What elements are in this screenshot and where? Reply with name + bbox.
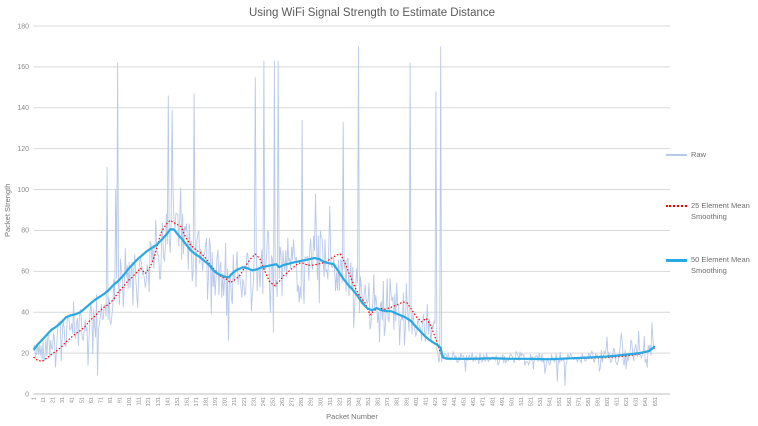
x-tick-label: 281 — [299, 397, 305, 406]
legend-item-raw: Raw — [666, 150, 706, 161]
x-tick-label: 21 — [51, 397, 57, 403]
x-tick-label: 211 — [232, 397, 238, 406]
x-tick-label: 91 — [118, 397, 124, 403]
x-tick-label: 41 — [70, 397, 76, 403]
raw-series-line — [33, 46, 656, 386]
x-tick-label: 651 — [653, 397, 659, 406]
y-tick-label: 20 — [21, 350, 29, 357]
x-tick-label: 291 — [309, 397, 315, 406]
x-axis-title: Packet Number — [326, 412, 378, 421]
y-tick-label: 140 — [17, 105, 29, 112]
legend-item-mean50: 50 Element Mean Smoothing — [666, 255, 750, 276]
x-tick-label: 101 — [127, 397, 133, 406]
x-tick-label: 481 — [490, 397, 496, 406]
x-tick-label: 471 — [481, 397, 487, 406]
x-tick-label: 611 — [615, 397, 621, 406]
x-tick-label: 161 — [184, 397, 190, 406]
x-tick-label: 11 — [41, 397, 47, 403]
x-tick-label: 451 — [462, 397, 468, 406]
x-tick-label: 461 — [471, 397, 477, 406]
x-tick-label: 381 — [395, 397, 401, 406]
raw-series-line-icon — [666, 154, 687, 156]
x-tick-label: 371 — [385, 397, 391, 406]
x-tick-label: 251 — [270, 397, 276, 406]
x-tick-label: 231 — [251, 397, 257, 406]
x-tick-label: 221 — [242, 397, 248, 406]
x-tick-label: 311 — [328, 397, 334, 406]
x-tick-label: 31 — [60, 397, 66, 403]
x-tick-label: 51 — [79, 397, 85, 403]
y-tick-label: 0 — [25, 391, 29, 398]
x-tick-label: 531 — [538, 397, 544, 406]
x-tick-label: 511 — [519, 397, 525, 406]
x-tick-label: 81 — [108, 397, 114, 403]
x-tick-label: 71 — [98, 397, 104, 403]
mean50-series-line — [32, 228, 656, 361]
x-tick-label: 641 — [643, 397, 649, 406]
x-tick-label: 551 — [557, 397, 563, 406]
x-tick-label: 561 — [567, 397, 573, 406]
y-tick-label: 120 — [17, 146, 29, 153]
x-tick-label: 351 — [366, 397, 372, 406]
y-tick-label: 80 — [21, 228, 29, 235]
y-axis-title: Packet Strength — [3, 183, 12, 237]
x-tick-label: 591 — [595, 397, 601, 406]
x-tick-label: 521 — [529, 397, 535, 406]
x-tick-label: 601 — [605, 397, 611, 406]
x-tick-label: 201 — [223, 397, 229, 406]
x-tick-label: 621 — [624, 397, 630, 406]
x-tick-label: 241 — [261, 397, 267, 406]
legend-label-mean25: 25 Element Mean Smoothing — [691, 201, 750, 221]
mean25-series-dotted-line-icon — [666, 205, 687, 207]
y-tick-label: 40 — [21, 310, 29, 317]
x-tick-label: 141 — [165, 397, 171, 406]
x-tick-label: 391 — [404, 397, 410, 406]
x-tick-label: 151 — [175, 397, 181, 406]
x-tick-label: 131 — [156, 397, 162, 406]
x-tick-label: 491 — [500, 397, 506, 406]
legend-label-mean50: 50 Element Mean Smoothing — [691, 255, 750, 275]
legend-label-raw: Raw — [691, 150, 707, 159]
x-tick-label: 321 — [337, 397, 343, 406]
x-tick-label: 171 — [194, 397, 200, 406]
x-tick-label: 421 — [433, 397, 439, 406]
x-tick-label: 111 — [137, 397, 143, 405]
x-tick-label: 121 — [146, 397, 152, 406]
x-tick-label: 261 — [280, 397, 286, 406]
x-tick-label: 411 — [423, 397, 429, 406]
x-tick-label: 431 — [443, 397, 449, 406]
legend-item-mean25: 25 Element Mean Smoothing — [666, 201, 750, 222]
x-tick-label: 501 — [509, 397, 515, 406]
x-tick-label: 341 — [356, 397, 362, 406]
x-tick-label: 1 — [32, 397, 38, 400]
x-tick-label: 401 — [414, 397, 420, 406]
y-tick-label: 100 — [17, 187, 29, 194]
mean50-series-line-icon — [666, 259, 687, 262]
x-tick-label: 271 — [290, 397, 296, 406]
x-tick-label: 61 — [89, 397, 95, 403]
x-tick-label: 191 — [213, 397, 219, 406]
chart-title: Using WiFi Signal Strength to Estimate D… — [248, 7, 496, 19]
y-tick-label: 60 — [21, 269, 29, 276]
x-tick-label: 301 — [318, 397, 324, 406]
x-tick-label: 441 — [452, 397, 458, 406]
x-tick-label: 331 — [347, 397, 353, 406]
x-tick-label: 581 — [586, 397, 592, 406]
y-tick-label: 160 — [17, 64, 29, 71]
x-tick-label: 571 — [576, 397, 582, 406]
x-tick-label: 181 — [204, 397, 210, 406]
x-tick-label: 361 — [376, 397, 382, 406]
x-tick-label: 631 — [634, 397, 640, 406]
x-tick-label: 541 — [548, 397, 554, 406]
y-tick-label: 180 — [17, 23, 29, 30]
